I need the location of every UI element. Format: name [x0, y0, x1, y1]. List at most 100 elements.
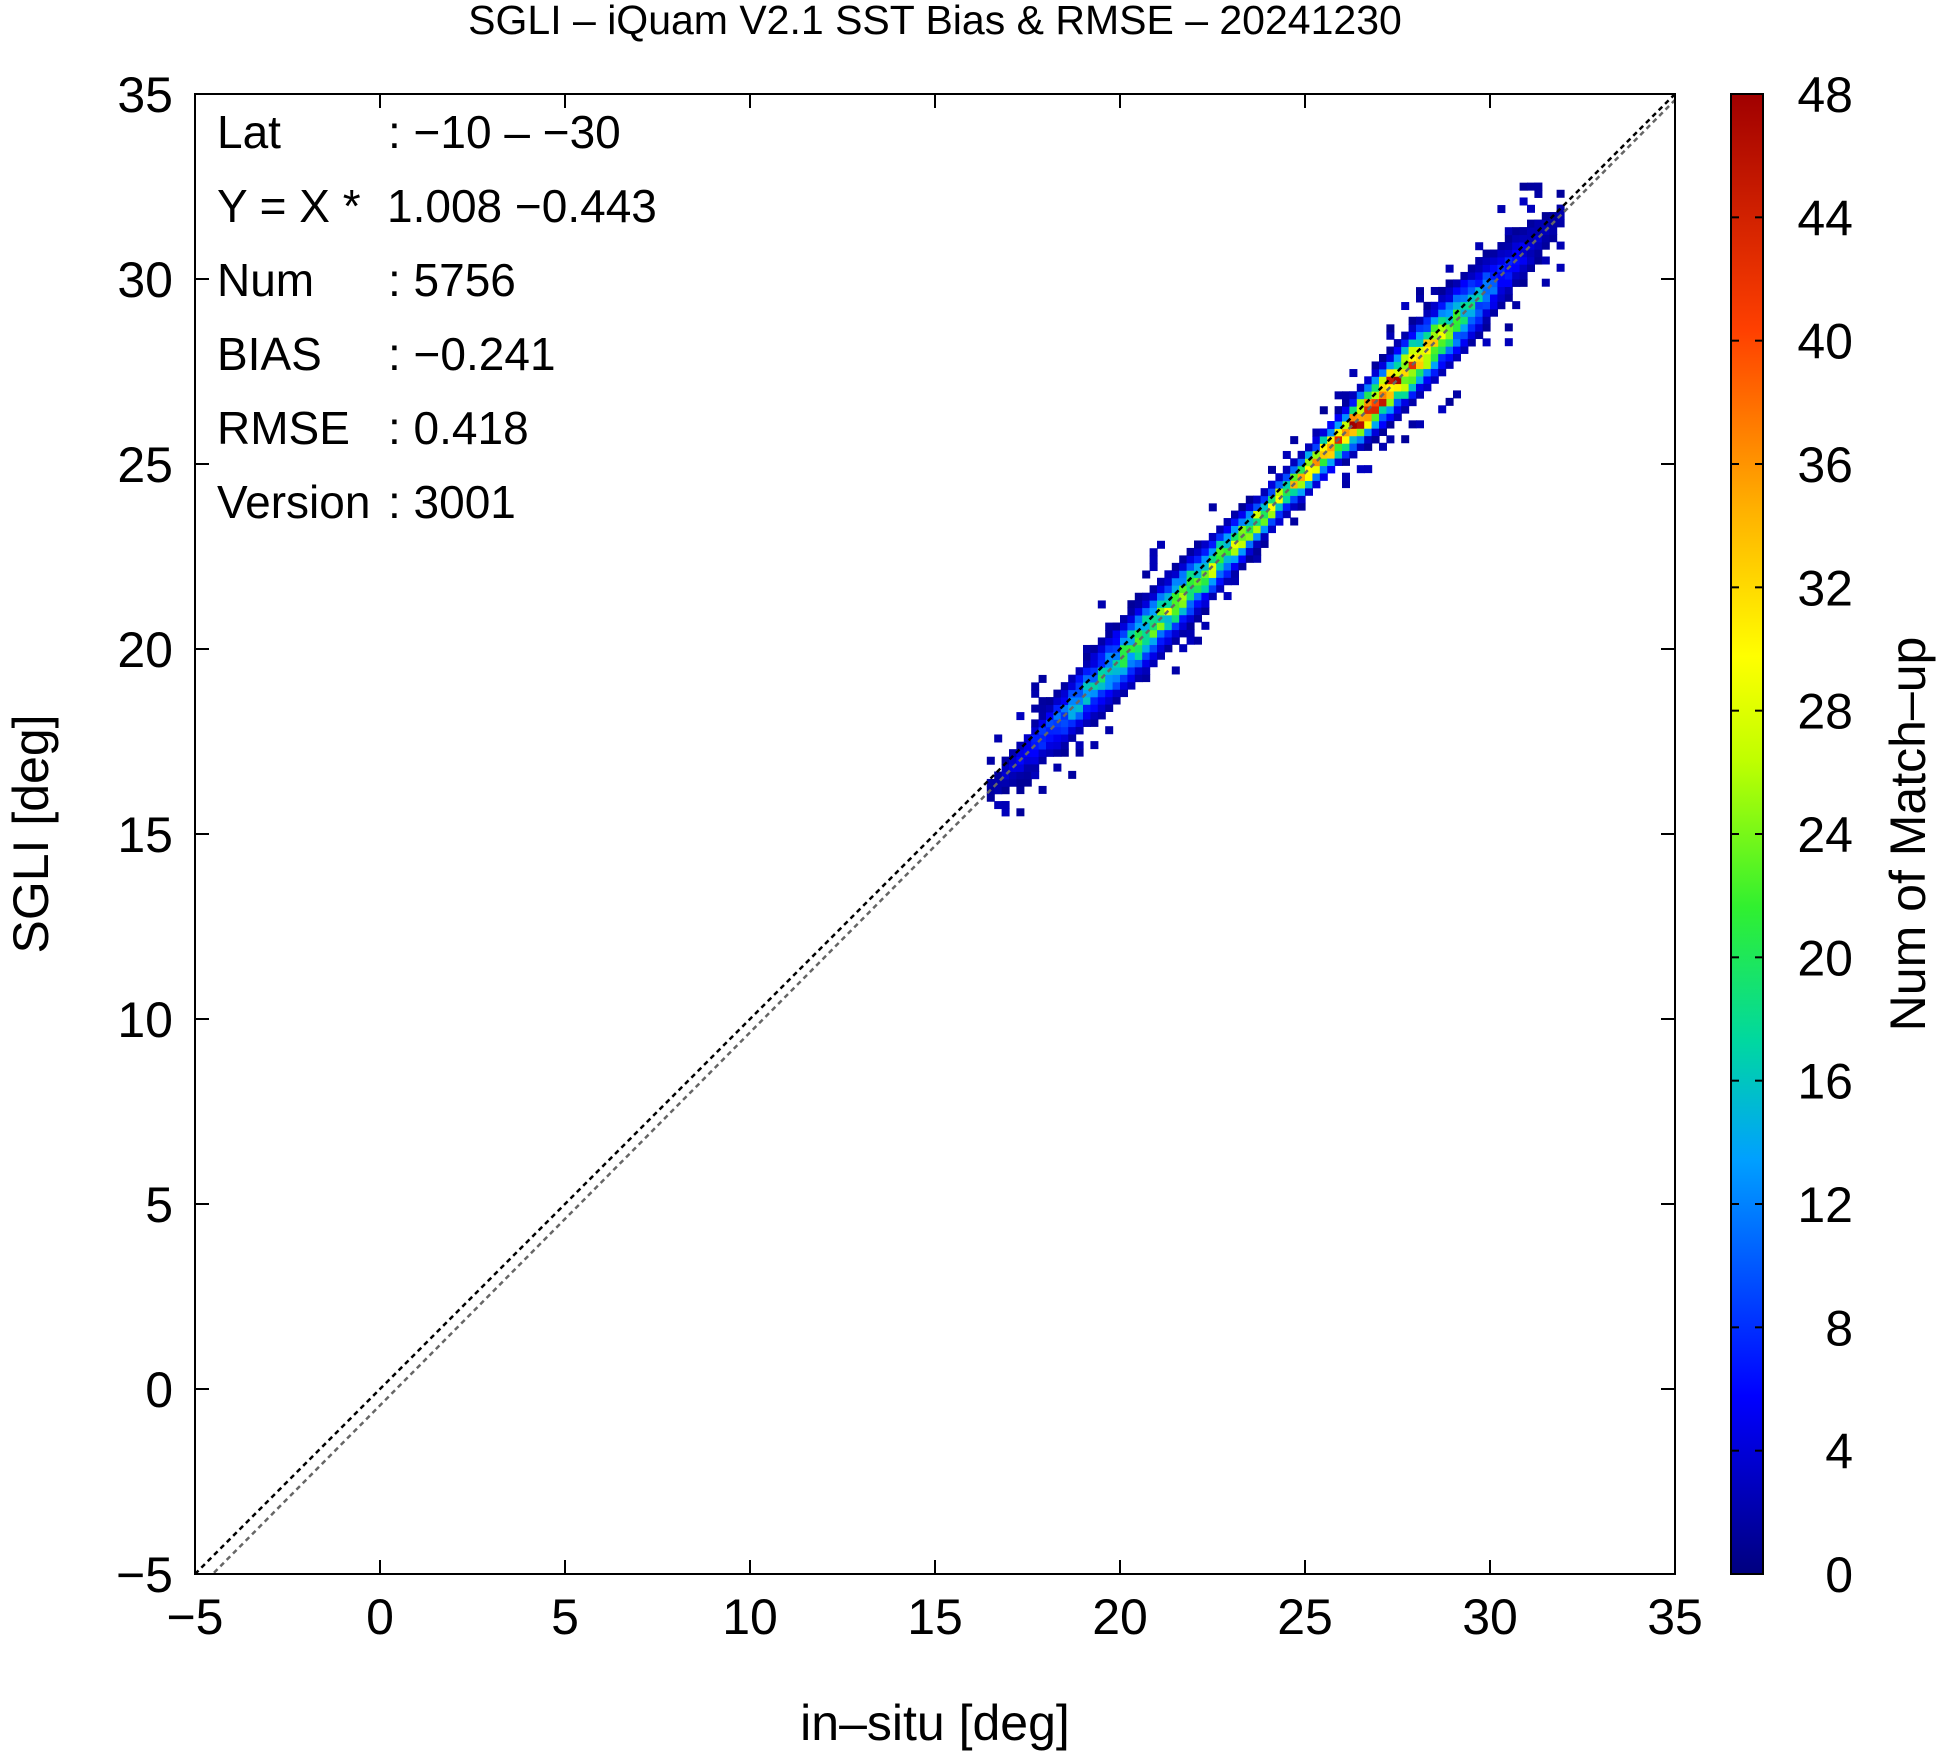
heatmap-cell [1319, 428, 1328, 437]
heatmap-cell [1120, 681, 1128, 690]
heatmap-cell [1438, 338, 1447, 347]
heatmap-cell [1379, 376, 1387, 385]
heatmap-cell [1386, 346, 1395, 355]
heatmap-cell [1349, 428, 1358, 437]
heatmap-cell [1282, 510, 1291, 519]
heatmap-cell [1164, 570, 1173, 579]
heatmap-cell [1334, 457, 1343, 466]
heatmap-cell [1223, 532, 1232, 541]
heatmap-cell [1127, 622, 1136, 631]
stat-label: BIAS [217, 328, 322, 380]
heatmap-cell [1164, 599, 1173, 608]
heatmap-cell [1290, 465, 1299, 474]
heatmap-cell [1297, 495, 1306, 504]
heatmap-cell [1149, 607, 1158, 616]
heatmap-cell [1282, 502, 1291, 511]
heatmap-cell [1075, 689, 1084, 698]
heatmap-cell [1512, 271, 1521, 280]
heatmap-cell [1430, 353, 1439, 362]
heatmap-cell [1245, 554, 1254, 563]
heatmap-cell [1497, 286, 1506, 295]
heatmap-cell [1275, 517, 1284, 526]
heatmap-cell [1438, 353, 1447, 362]
heatmap-cell [1534, 234, 1543, 243]
heatmap-cell [1527, 234, 1535, 243]
heatmap-cell [1423, 368, 1432, 377]
heatmap-cell [1031, 719, 1040, 728]
heatmap-cell [1527, 204, 1535, 213]
heatmap-cell [1120, 622, 1128, 631]
heatmap-cell [1157, 585, 1165, 594]
heatmap-cell [1319, 472, 1328, 481]
heatmap-cell [1038, 741, 1047, 750]
heatmap-cell [1497, 301, 1506, 310]
heatmap-cell [1349, 435, 1358, 444]
heatmap-cell [1438, 301, 1447, 310]
heatmap-cell [1216, 540, 1225, 549]
heatmap-cell [1031, 756, 1040, 765]
heatmap-cell [1001, 756, 1010, 765]
heatmap-cell [1046, 734, 1054, 743]
heatmap-cell [1519, 197, 1528, 206]
heatmap-cell [1393, 405, 1402, 414]
heatmap-cell [1534, 189, 1543, 198]
heatmap-cell [1097, 667, 1106, 676]
heatmap-cell [1408, 346, 1417, 355]
heatmap-cell [1482, 301, 1491, 310]
heatmap-cell [1401, 435, 1410, 444]
regression-line [210, 99, 1675, 1574]
heatmap-cell [1253, 532, 1262, 541]
heatmap-cell [1364, 435, 1373, 444]
heatmap-cell [1149, 585, 1158, 594]
heatmap-cell [1001, 808, 1010, 817]
heatmap-cell [1038, 756, 1047, 765]
heatmap-cell [1371, 405, 1380, 414]
heatmap-cell [1305, 465, 1313, 474]
heatmap-cell [1245, 517, 1254, 526]
heatmap-cell [1134, 674, 1143, 683]
heatmap-cell [1490, 256, 1498, 265]
heatmap-cell [1053, 726, 1062, 735]
identity-line [195, 94, 1675, 1574]
y-tick-label: 5 [145, 1177, 173, 1233]
heatmap-cell [1134, 651, 1143, 660]
heatmap-cell [1416, 420, 1424, 429]
heatmap-cell [1053, 763, 1062, 772]
heatmap-cell [1001, 764, 1010, 773]
heatmap-cell [1379, 427, 1387, 436]
y-tick-label: 20 [117, 622, 173, 678]
heatmap-cell [1023, 771, 1032, 780]
heatmap-cell [1349, 391, 1358, 400]
heatmap-cell [1312, 458, 1321, 467]
heatmap-cell [1297, 502, 1306, 511]
heatmap-cell [1097, 659, 1106, 668]
heatmap-cell [1556, 241, 1565, 250]
heatmap-cell [1423, 361, 1432, 370]
heatmap-cell [1231, 554, 1239, 563]
colorbar-tick-label: 16 [1797, 1054, 1853, 1110]
heatmap-cell [1127, 629, 1136, 638]
heatmap-cell [1482, 286, 1491, 295]
heatmap-cell [1475, 271, 1484, 280]
y-axis-ticks: −5 0 5 10 15 20 25 30 35 [116, 67, 1675, 1603]
heatmap-cell [1297, 480, 1306, 489]
heatmap-cell [1194, 584, 1202, 593]
heatmap-cell [1090, 711, 1099, 720]
heatmap-cell [1112, 637, 1121, 646]
heatmap-cell [1349, 406, 1358, 415]
heatmap-cell [1171, 577, 1180, 586]
heatmap-cell [1475, 308, 1484, 317]
heatmap-cell [1223, 525, 1232, 534]
heatmap-cell [1009, 756, 1017, 765]
heatmap-cell [1438, 323, 1447, 332]
heatmap-cell [1105, 652, 1114, 661]
heatmap-cell [994, 786, 1003, 795]
heatmap-cell [1379, 442, 1387, 451]
heatmap-cell [1408, 383, 1417, 392]
heatmap-cell [1312, 428, 1321, 437]
heatmap-cell [1245, 540, 1254, 549]
heatmap-cell [1171, 666, 1180, 675]
heatmap-cell [1401, 302, 1410, 311]
colorbar-tick-label: 44 [1797, 190, 1853, 246]
heatmap-cell [1445, 397, 1454, 406]
